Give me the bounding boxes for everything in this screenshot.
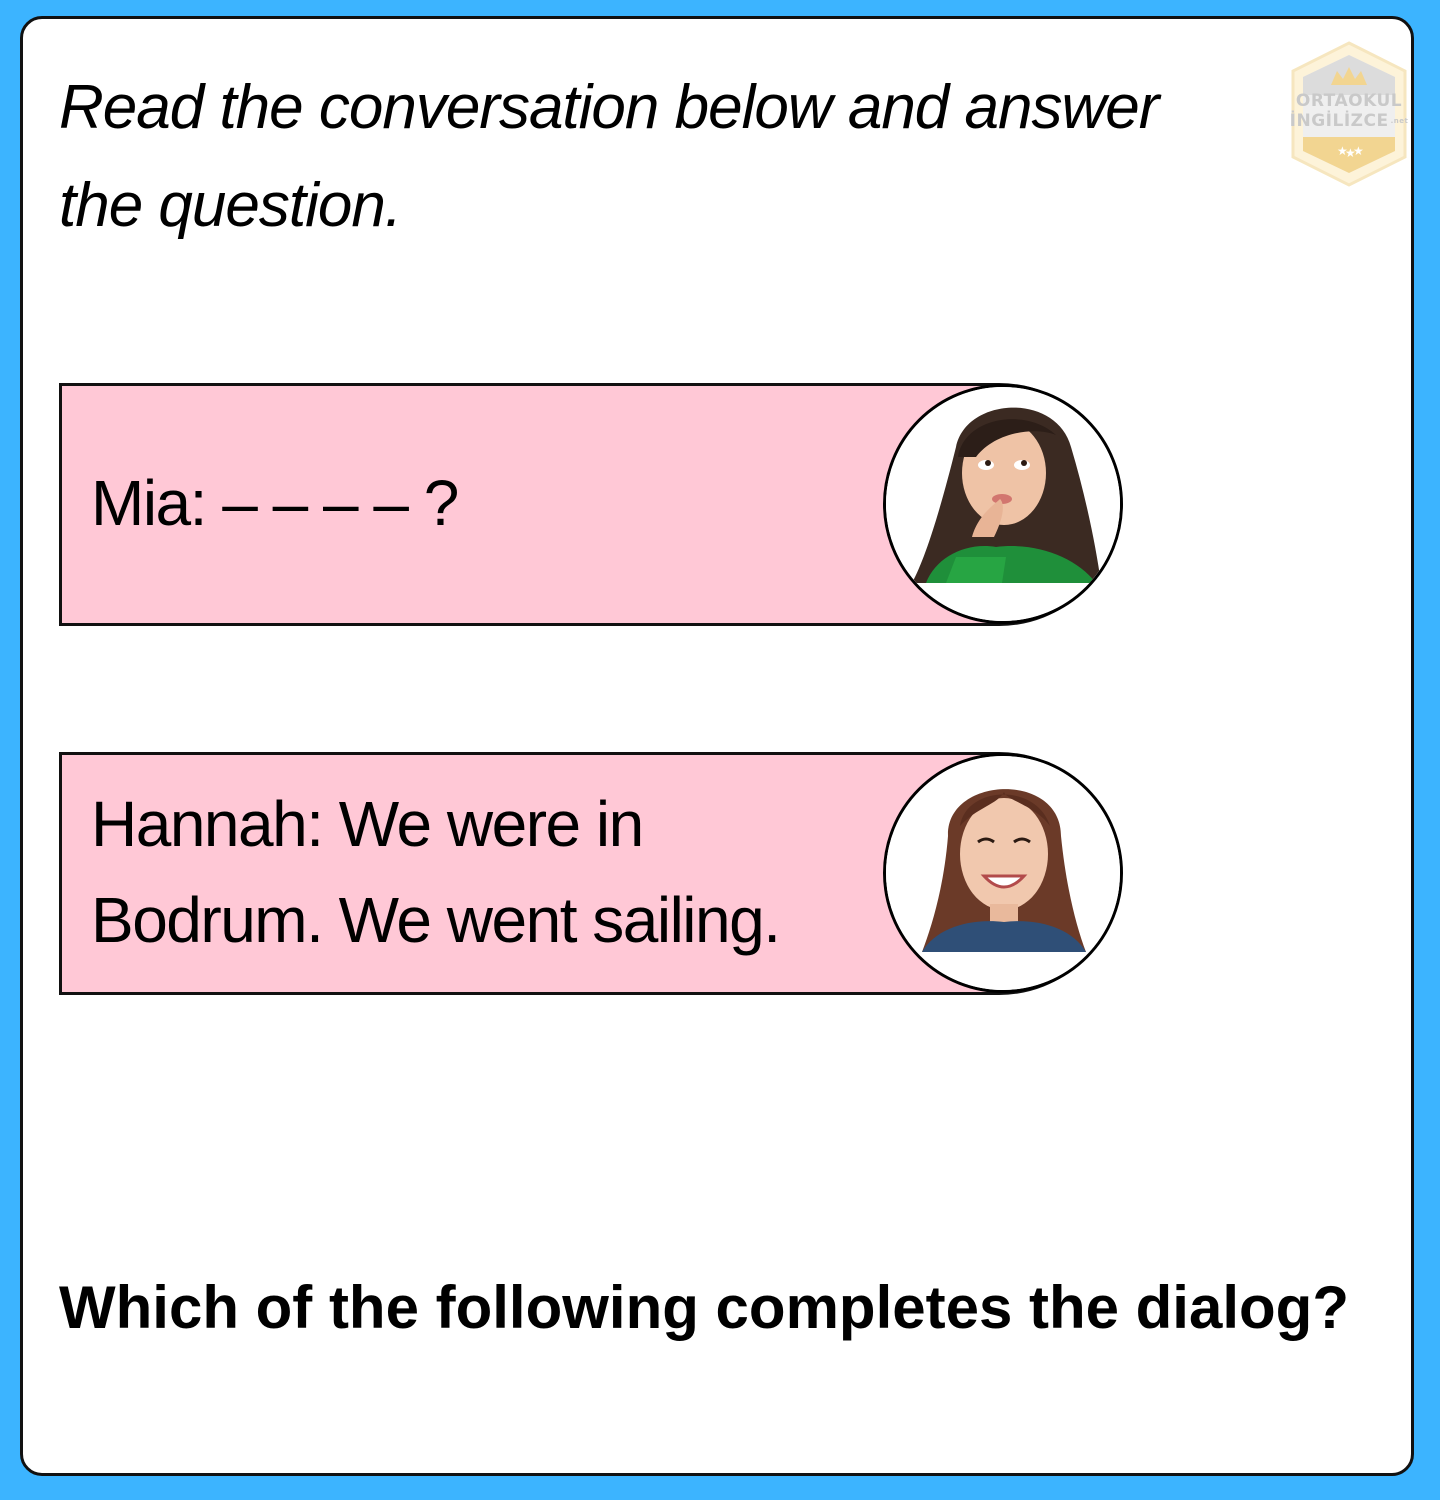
woman-smiling-avatar — [883, 753, 1123, 993]
dialog-bubble-hannah: Hannah: We were in Bodrum. We went saili… — [59, 752, 1123, 995]
question-card: Read the conversation below and answer t… — [20, 16, 1414, 1476]
dialog-bubble-mia: Mia: – – – – ? — [59, 383, 1123, 626]
logo-line-1: ORTAOKUL — [1295, 91, 1403, 111]
woman-thinking-avatar — [883, 384, 1123, 624]
dialog-line-hannah: Hannah: We were in Bodrum. We went saili… — [91, 788, 781, 956]
svg-text:★: ★ — [1353, 144, 1364, 158]
question-text: Which of the following completes the dia… — [59, 1274, 1349, 1341]
dialog-line-mia: Mia: – – – – ? — [91, 467, 459, 539]
logo-line-2: İNGİLİZCE .net — [1289, 111, 1409, 131]
instruction-text: Read the conversation below and answer t… — [59, 73, 1159, 240]
svg-text:★: ★ — [1337, 144, 1348, 158]
ortaokul-ingilizce-logo: ★ ★ ★ ORTAOKUL İNGİLİZCE .net — [1287, 41, 1411, 187]
svg-text:★: ★ — [1345, 146, 1356, 160]
